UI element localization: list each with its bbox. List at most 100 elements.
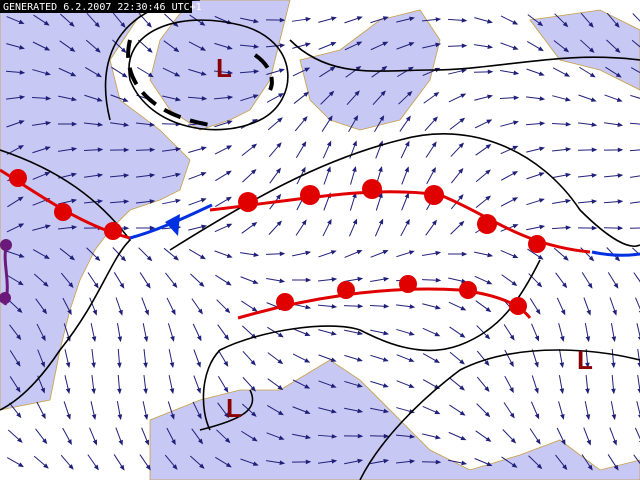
wind-arrow-head [380,90,386,96]
wind-arrow-head [15,386,21,393]
wind-arrow-head [277,117,283,123]
wind-arrow-head [564,72,571,77]
wind-arrow-head [71,121,78,127]
wind-arrow-head [355,65,362,72]
wind-arrow-head [461,18,468,23]
wind-arrow-head [68,282,74,288]
wind-arrow-head [43,463,49,469]
wind-arrow-head [538,198,545,203]
wind-arrow-head [304,67,311,72]
wind-arrow-head [71,172,78,178]
wind-arrow-head [432,116,438,122]
wind-arrow-head [383,408,390,414]
occluded-front [0,239,12,306]
wind-arrow [630,67,640,74]
wind-arrow-head [408,42,415,47]
wind-arrow-head [175,172,182,178]
cold-fronts [129,203,640,257]
trough-line [126,39,211,127]
wind-arrow-head [434,409,441,415]
wind-arrow-head [91,336,97,343]
front-symbol [0,292,11,304]
wind-arrow-head [198,281,205,288]
wind-arrow-head [117,388,122,395]
wind-arrow [633,454,640,465]
wind-arrow-head [611,362,616,369]
wind-arrow-head [96,97,103,102]
wind-arrow-head [513,70,520,76]
wind-arrow-head [44,172,51,177]
wind-arrow-head [65,362,71,369]
wind-arrow-head [123,199,130,204]
wind-arrow-head [565,198,572,204]
wind-arrow-head [253,18,260,24]
wind-arrow-head [18,145,25,150]
wind-arrow-head [435,17,442,22]
wind-arrow-head [250,360,256,366]
wind-arrow-head [118,309,123,316]
wind-arrow-head [485,306,492,313]
wind-arrow-head [175,96,182,102]
wind-arrow-head [611,414,617,421]
wind-arrow-head [94,22,100,28]
wind-arrow-head [250,168,257,175]
wind-arrow-head [331,459,338,464]
wind-arrow [630,175,640,178]
wind-arrow-head [562,21,569,28]
wind-arrow-head [486,279,493,285]
wind-arrow-head [459,359,465,365]
wind-arrow-head [147,47,153,53]
wind-arrow-head [45,120,52,126]
wind-arrow [632,13,640,22]
front-symbol [165,214,180,236]
wind-arrow-head [431,166,436,173]
wind-arrow-head [91,388,96,395]
wind-arrows [5,12,640,471]
wind-arrow [635,297,640,310]
wind-arrow-head [614,255,621,262]
wind-arrow-head [539,121,546,126]
wind-arrow-head [66,413,71,420]
wind-arrow-head [250,385,256,392]
isobar [169,133,640,251]
wind-arrow-head [509,387,514,394]
wind-arrow-head [305,304,312,310]
wind-arrow-head [585,414,591,421]
wind-arrow-head [356,16,363,21]
wind-arrow-head [459,385,465,391]
wind-arrow-head [226,145,233,150]
wind-arrow-head [383,330,390,336]
wind-arrow-head [279,460,286,465]
wind-arrow-head [509,334,515,341]
timestamp: GENERATED 6.2.2007 22:30:46 UTC+1 [3,2,202,13]
wind-arrow-head [91,414,97,421]
wind-arrow-head [149,122,156,127]
wind-arrow-head [45,95,52,101]
wind-arrow-head [484,386,490,392]
wind-arrow [636,401,640,417]
wind-arrow-head [277,332,284,338]
wind-arrow-head [461,251,468,257]
wind-arrow-head [279,17,286,23]
wind-arrow-head [226,45,233,50]
wind-arrow-head [69,255,76,261]
wind-arrow [629,227,640,229]
wind-arrow-head [253,69,260,74]
gulf [529,9,640,91]
wind-arrow-head [146,22,152,28]
wind-arrow-head [304,358,311,363]
wind-arrow-head [199,20,206,26]
wind-arrow-head [487,69,494,75]
wind-arrow-head [201,224,207,230]
wind-arrow-head [225,280,232,286]
wind-arrow-head [591,147,598,153]
wind-arrow-head [330,42,337,47]
wind-arrow-head [252,94,259,99]
wind-arrow-head [458,220,465,227]
wind-arrow-head [327,218,332,225]
wind-arrow-head [535,438,541,445]
wind-arrow-head [534,335,539,342]
wind-arrow-head [560,309,566,316]
wind-arrow-head [534,361,539,368]
wind-arrow-head [539,96,546,101]
